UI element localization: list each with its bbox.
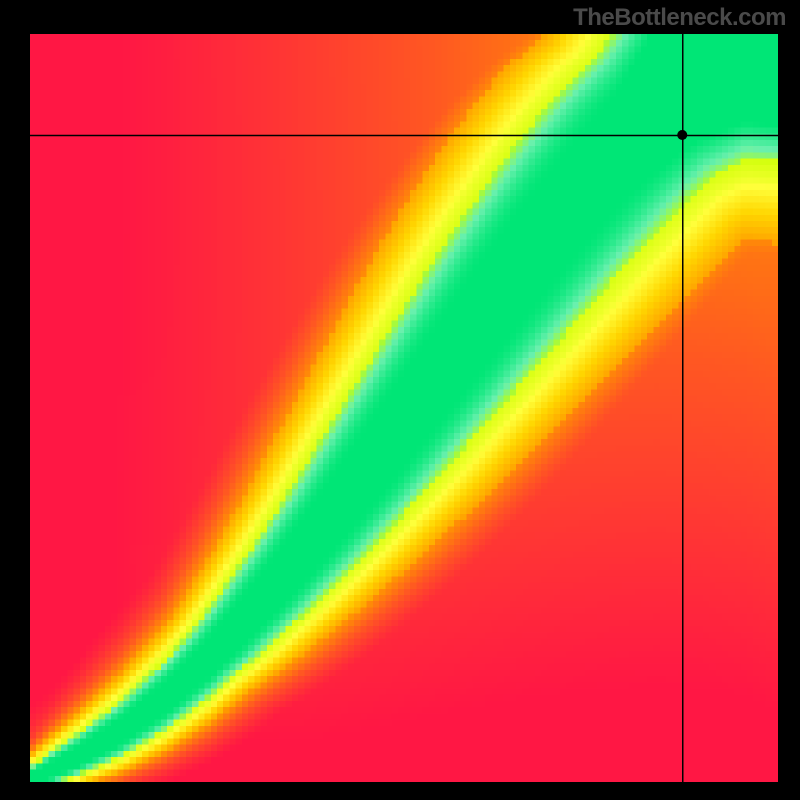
- watermark-text: TheBottleneck.com: [573, 4, 786, 32]
- crosshair-overlay: [30, 34, 778, 782]
